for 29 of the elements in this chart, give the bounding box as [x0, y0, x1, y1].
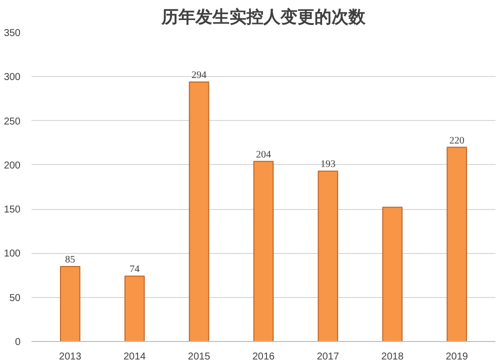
y-tick-label: 350 — [4, 28, 21, 39]
y-tick-label: 100 — [4, 248, 21, 260]
x-tick-label: 2019 — [446, 352, 468, 362]
y-tick-label: 300 — [4, 72, 21, 84]
y-tick-label: 0 — [14, 337, 21, 348]
bar — [253, 160, 274, 342]
data-label: 193 — [320, 159, 336, 170]
y-tick-label: 250 — [4, 116, 21, 128]
x-tick-label: 2015 — [188, 352, 211, 362]
x-tick-label: 2013 — [59, 352, 82, 362]
x-tick-label: 2016 — [252, 352, 276, 362]
bar — [446, 146, 467, 342]
data-label: 294 — [192, 70, 207, 81]
chart-title: 历年发生实控人变更的次数 — [160, 8, 366, 28]
y-tick-label: 50 — [9, 292, 21, 304]
x-tick-label: 2017 — [316, 352, 340, 362]
data-label: 204 — [256, 149, 271, 160]
data-label: 85 — [65, 254, 76, 266]
y-tick-label: 150 — [4, 204, 21, 216]
bar — [382, 206, 403, 342]
bar — [188, 81, 210, 342]
bar — [60, 266, 80, 342]
data-label: 74 — [130, 264, 140, 276]
bar — [124, 276, 145, 342]
bar — [318, 170, 338, 342]
x-tick-label: 2018 — [381, 352, 404, 362]
x-tick-label: 2014 — [123, 352, 146, 362]
y-tick-label: 200 — [4, 160, 21, 172]
data-label: 220 — [449, 135, 464, 146]
